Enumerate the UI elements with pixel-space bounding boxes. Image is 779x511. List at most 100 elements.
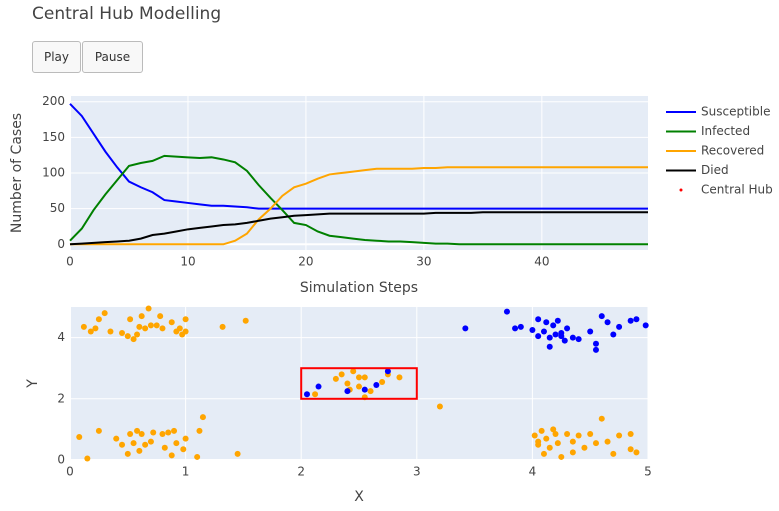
scatter-point xyxy=(180,446,187,453)
scatter-point xyxy=(633,316,640,323)
scatter-point xyxy=(379,378,386,385)
scatter-point xyxy=(159,325,166,332)
legend-label: Susceptible xyxy=(701,105,770,119)
scatter-point xyxy=(531,432,538,439)
scatter-point xyxy=(550,426,557,433)
pause-button[interactable]: Pause xyxy=(82,41,143,73)
series-line xyxy=(69,211,648,246)
scatter-point xyxy=(136,447,143,454)
scatter-point xyxy=(119,330,126,337)
x-tick-label: 40 xyxy=(534,255,549,269)
scatter-point xyxy=(338,371,345,378)
scatter-point xyxy=(87,328,94,335)
x-tick-label: 1 xyxy=(182,465,190,479)
scatter-point xyxy=(171,427,178,434)
plot-area xyxy=(70,307,648,460)
y-tick-label: 4 xyxy=(57,330,65,344)
series-line xyxy=(70,166,648,246)
play-button[interactable]: Play xyxy=(32,41,81,73)
x-tick-label: 0 xyxy=(66,465,74,479)
scatter-point xyxy=(182,435,189,442)
scatter-point xyxy=(554,317,561,324)
scatter-point xyxy=(592,440,599,447)
scatter-point xyxy=(142,441,149,448)
scatter-point xyxy=(569,438,576,445)
scatter-point xyxy=(569,449,576,456)
scatter-point xyxy=(550,322,557,329)
scatter-point xyxy=(587,328,594,335)
scatter-point xyxy=(616,323,623,330)
scatter-point xyxy=(598,313,605,320)
scatter-point xyxy=(535,333,542,340)
scatter-point xyxy=(546,444,553,451)
scatter-point xyxy=(136,323,143,330)
y-axis-label: Number of Cases xyxy=(9,113,25,233)
x-tick-label: 30 xyxy=(416,255,431,269)
scatter-point xyxy=(587,430,594,437)
x-tick-label: 3 xyxy=(413,465,421,479)
page-title: Central Hub Modelling xyxy=(32,4,222,24)
scatter-point xyxy=(616,432,623,439)
series-line xyxy=(69,154,648,246)
scatter-point xyxy=(84,455,91,462)
scatter-point xyxy=(436,403,443,410)
scatter-point xyxy=(581,444,588,451)
y-axis-label: Y xyxy=(25,379,41,389)
scatter-point xyxy=(315,383,322,390)
scatter-point xyxy=(76,434,83,441)
scatter-point xyxy=(138,313,145,320)
scatter-point xyxy=(332,375,339,382)
scatter-point xyxy=(356,383,362,390)
scatter-point xyxy=(604,319,611,326)
scatter-point xyxy=(92,325,99,332)
scatter-point xyxy=(147,322,154,329)
scatter-point xyxy=(147,438,154,445)
scatter-point xyxy=(242,317,249,324)
scatter-point xyxy=(543,319,550,326)
scatter-point xyxy=(535,316,542,323)
scatter-point xyxy=(157,313,164,320)
series-line xyxy=(69,103,648,210)
legend-label: Infected xyxy=(701,124,750,138)
scatter-point xyxy=(312,391,319,398)
scatter-point xyxy=(552,430,559,437)
scatter-point xyxy=(512,325,519,332)
y-tick-label: 0 xyxy=(57,453,65,467)
scatter-point xyxy=(558,453,565,460)
y-tick-label: 150 xyxy=(42,130,65,144)
scatter-point xyxy=(113,435,120,442)
scatter-point xyxy=(503,308,510,315)
scatter-point xyxy=(627,317,634,324)
scatter-point xyxy=(575,432,582,439)
scatter-point xyxy=(219,323,226,330)
scatter-point xyxy=(101,310,108,317)
scatter-point xyxy=(543,435,550,442)
x-tick-label: 5 xyxy=(644,465,652,479)
scatter-point xyxy=(627,430,634,437)
scatter-point xyxy=(134,331,141,338)
scatter-point xyxy=(546,343,553,350)
scatter-point xyxy=(165,429,172,436)
scatter-point xyxy=(145,305,152,312)
scatter-point xyxy=(396,374,403,381)
scatter-point xyxy=(561,337,568,344)
scatter-point xyxy=(361,386,368,393)
scatter-point xyxy=(138,430,145,437)
scatter-point xyxy=(540,328,547,335)
scatter-point xyxy=(598,415,605,422)
scatter-point xyxy=(529,326,536,333)
scatter-point xyxy=(627,446,634,453)
scatter-point xyxy=(373,382,380,389)
scatter-point xyxy=(356,374,362,381)
scatter-point xyxy=(564,430,571,437)
scatter-point xyxy=(142,325,149,332)
x-tick-label: 2 xyxy=(297,465,305,479)
scatter-point xyxy=(80,323,87,330)
scatter-point xyxy=(194,453,201,460)
y-tick-label: 2 xyxy=(57,391,65,405)
y-tick-label: 0 xyxy=(57,237,65,251)
scatter-point xyxy=(168,319,175,326)
scatter-point xyxy=(610,450,617,457)
x-tick-label: 0 xyxy=(66,255,74,269)
